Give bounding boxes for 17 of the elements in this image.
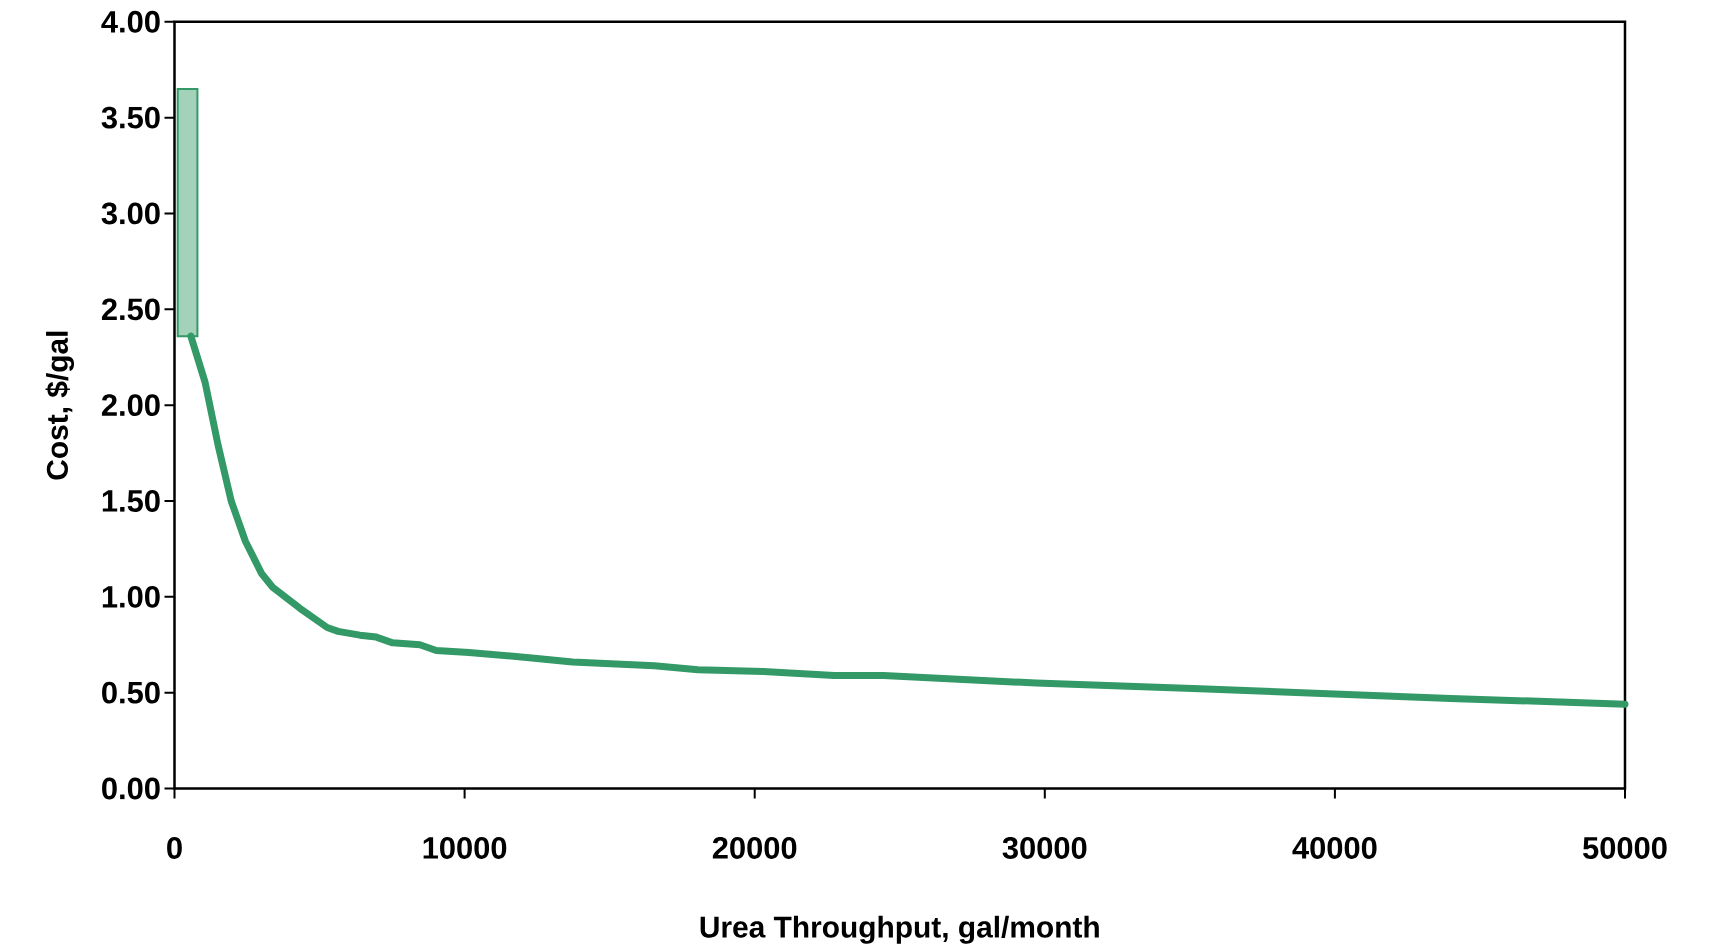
y-tick-label: 1.50 [102,490,160,512]
y-tick-label: 1.00 [102,585,160,608]
y-tick-label: 2.00 [101,394,160,417]
y-tick-label: 0.50 [102,681,160,704]
x-tick-label: 10000 [423,837,507,859]
y-tick-label: 2.50 [101,298,160,321]
y-axis-title: Cost, $/gal [45,331,75,480]
x-axis-title: Urea Throughput, gal/month [700,915,1099,944]
y-tick-label: 3.50 [101,106,160,129]
y-tick-label: 0.00 [102,777,160,800]
x-tick-label: 20000 [712,837,797,859]
y-tick-label: 4.00 [101,10,160,33]
x-tick-label: 50000 [1583,837,1667,859]
x-tick-label: 30000 [1002,837,1087,859]
y-tick-label: 3.00 [101,202,160,225]
x-tick-label: 0 [167,837,182,859]
x-tick-label: 40000 [1292,837,1377,859]
